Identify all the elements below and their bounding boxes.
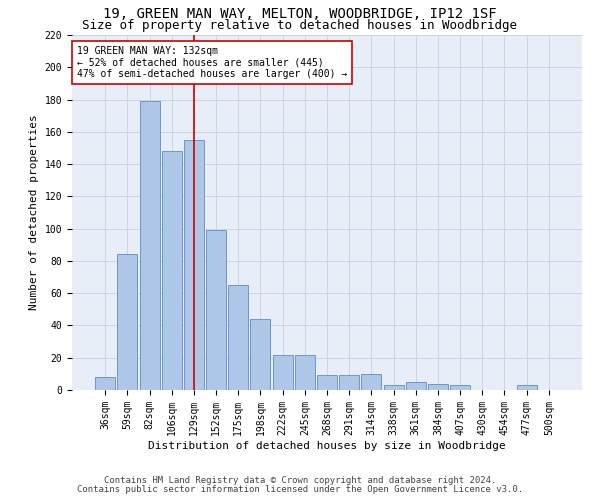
Bar (383, 385, 404, 390)
Bar (162, 151, 182, 390)
Text: Contains public sector information licensed under the Open Government Licence v3: Contains public sector information licen… (77, 484, 523, 494)
Bar (140, 101, 160, 390)
Bar (406, 382, 426, 390)
Text: 19, GREEN MAN WAY, MELTON, WOODBRIDGE, IP12 1SF: 19, GREEN MAN WAY, MELTON, WOODBRIDGE, I… (103, 8, 497, 22)
Bar (361, 374, 382, 390)
Bar (317, 376, 337, 390)
Text: 19 GREEN MAN WAY: 132sqm
← 52% of detached houses are smaller (445)
47% of semi-: 19 GREEN MAN WAY: 132sqm ← 52% of detach… (77, 46, 347, 79)
Bar (250, 319, 271, 390)
Y-axis label: Number of detached properties: Number of detached properties (29, 114, 39, 310)
X-axis label: Distribution of detached houses by size in Woodbridge: Distribution of detached houses by size … (148, 440, 506, 450)
Bar (450, 385, 470, 390)
Bar (272, 354, 293, 390)
Bar (517, 385, 536, 390)
Bar (228, 285, 248, 390)
Bar (295, 354, 315, 390)
Bar (206, 230, 226, 390)
Bar (339, 376, 359, 390)
Bar (184, 140, 204, 390)
Bar (118, 254, 137, 390)
Bar (428, 384, 448, 390)
Text: Contains HM Land Registry data © Crown copyright and database right 2024.: Contains HM Land Registry data © Crown c… (104, 476, 496, 485)
Bar (95, 377, 115, 390)
Text: Size of property relative to detached houses in Woodbridge: Size of property relative to detached ho… (83, 18, 517, 32)
